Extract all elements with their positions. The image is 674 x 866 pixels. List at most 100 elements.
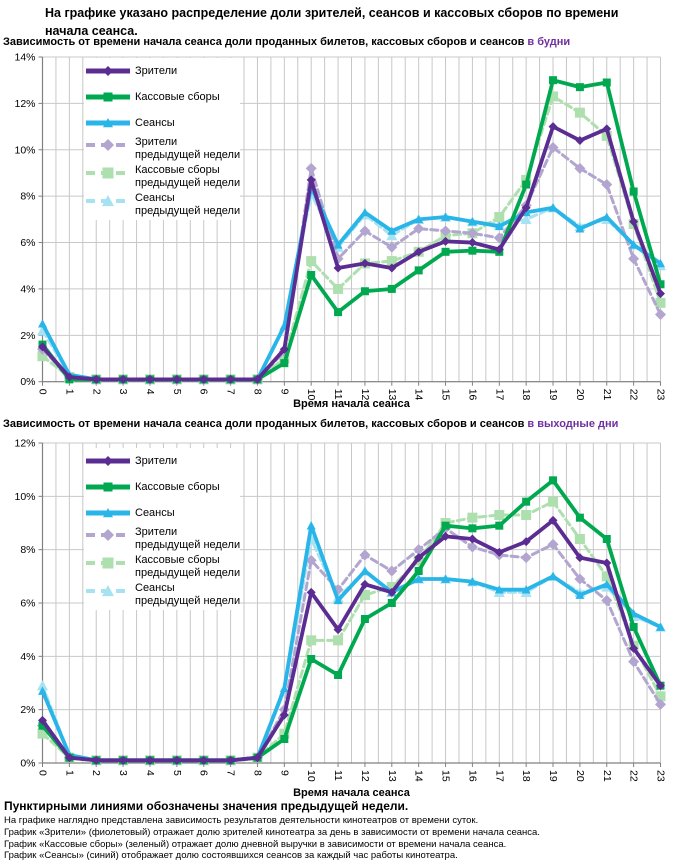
svg-text:3: 3 <box>117 389 129 395</box>
svg-text:10: 10 <box>305 770 317 782</box>
svg-text:11: 11 <box>332 389 344 400</box>
chart1-subtitle-accent: в будни <box>527 36 571 48</box>
svg-text:19: 19 <box>547 770 559 782</box>
legend-item-sessions_prev: Сеансы предыдущей недели <box>84 582 241 610</box>
svg-text:21: 21 <box>601 770 613 782</box>
svg-text:17: 17 <box>493 389 505 401</box>
chart2-subtitle-accent: в выходные дни <box>527 418 619 430</box>
svg-text:4%: 4% <box>20 651 35 663</box>
svg-text:8: 8 <box>251 770 263 776</box>
footnote-heading: Пунктирными линиями обозначены значения … <box>4 799 409 813</box>
svg-text:13: 13 <box>386 770 398 782</box>
svg-text:1: 1 <box>63 770 75 776</box>
legend-item-boxoffice_prev: Кассовые сборы предыдущей недели <box>84 164 241 192</box>
svg-text:17: 17 <box>493 770 505 782</box>
svg-text:15: 15 <box>440 389 452 401</box>
svg-text:8%: 8% <box>20 544 35 556</box>
legend-label: Зрители предыдущей недели <box>135 526 241 552</box>
legend-marker-diamond-icon <box>86 529 130 541</box>
svg-text:5: 5 <box>171 389 183 395</box>
legend-item-viewers: Зрители <box>84 448 241 474</box>
svg-text:8: 8 <box>251 389 263 395</box>
svg-text:0: 0 <box>37 389 49 395</box>
svg-text:12%: 12% <box>14 438 35 450</box>
legend-item-sessions: Сеансы <box>84 500 241 526</box>
x-axis-labels: 0 1 2 3 4 5 6 7 8 9 10 11 12 13 14 15 16 17 18 19 20 21 22 23 <box>37 381 667 401</box>
gridlines <box>38 442 661 764</box>
legend-label: Сеансы <box>135 506 175 520</box>
svg-text:10: 10 <box>305 389 317 401</box>
svg-text:22: 22 <box>628 770 640 782</box>
svg-text:8%: 8% <box>20 191 35 203</box>
svg-text:0: 0 <box>37 770 49 776</box>
svg-text:16: 16 <box>466 389 478 401</box>
svg-text:4: 4 <box>144 389 156 395</box>
legend-item-sessions: Сеансы <box>84 110 241 136</box>
svg-text:20: 20 <box>574 770 586 782</box>
page-title: На графике указано распределение доли зр… <box>45 6 619 39</box>
legend-marker-triangle-icon <box>86 195 130 207</box>
svg-text:2%: 2% <box>20 330 35 342</box>
weekend-chart: 0%2%4%6%8%10%12%0 1 2 3 4 5 6 7 8 9 10 11 12 13 14 15 16… <box>14 438 666 800</box>
legend-label: Кассовые сборы <box>135 480 220 494</box>
svg-text:12: 12 <box>359 389 371 401</box>
svg-text:6%: 6% <box>20 237 35 249</box>
x-axis-title: Время начала сеанса <box>293 787 411 799</box>
series-viewers <box>38 122 665 384</box>
svg-text:7: 7 <box>225 770 237 776</box>
legend-label: Сеансы предыдущей недели <box>135 192 241 218</box>
legend-item-sessions_prev: Сеансы предыдущей недели <box>84 192 241 220</box>
svg-text:14: 14 <box>413 389 425 401</box>
legend-item-viewers_prev: Зрители предыдущей недели <box>84 526 241 554</box>
footnote-line: График «Кассовые сборы» (зеленый) отража… <box>4 838 507 850</box>
svg-text:14%: 14% <box>14 52 35 64</box>
legend-marker-square-icon <box>86 557 130 569</box>
svg-text:14: 14 <box>413 770 425 782</box>
legend-item-boxoffice: Кассовые сборы <box>84 84 241 110</box>
legend-item-boxoffice_prev: Кассовые сборы предыдущей недели <box>84 554 241 582</box>
footnote-line: На графике наглядно представлена зависим… <box>4 815 479 826</box>
footnote-line: График «Сеансы» (синий) отображает долю … <box>4 850 458 862</box>
svg-text:1: 1 <box>63 389 75 395</box>
footnote-line: График «Зрители» (фиолетовый) отражает д… <box>4 826 540 838</box>
svg-text:11: 11 <box>332 770 344 781</box>
svg-text:2%: 2% <box>20 704 35 716</box>
svg-text:6%: 6% <box>20 598 35 610</box>
legend-marker-diamond-icon <box>86 139 130 151</box>
svg-text:4: 4 <box>144 770 156 776</box>
svg-text:15: 15 <box>440 770 452 782</box>
svg-text:3: 3 <box>117 770 129 776</box>
legend-item-boxoffice: Кассовые сборы <box>84 474 241 500</box>
svg-text:10%: 10% <box>14 491 35 503</box>
legend-item-viewers: Зрители <box>84 58 241 84</box>
chart1-subtitle-text: Зависимость от времени начала сеанса дол… <box>3 36 525 48</box>
svg-text:18: 18 <box>520 389 532 401</box>
svg-text:10%: 10% <box>14 144 35 156</box>
chart2-subtitle-text: Зависимость от времени начала сеанса дол… <box>3 418 525 430</box>
weekend-chart-legend: Зрители Кассовые сборы Сеансы Зрители предыд… <box>84 448 241 610</box>
legend-label: Зрители <box>135 64 178 78</box>
svg-text:2: 2 <box>90 389 102 395</box>
svg-text:6: 6 <box>198 770 210 776</box>
svg-text:0%: 0% <box>20 376 35 388</box>
svg-text:4%: 4% <box>20 283 35 295</box>
svg-text:0%: 0% <box>20 758 35 770</box>
svg-text:23: 23 <box>655 389 667 401</box>
svg-text:16: 16 <box>466 770 478 782</box>
svg-text:18: 18 <box>520 770 532 782</box>
svg-text:9: 9 <box>278 770 290 776</box>
legend-marker-square-icon <box>86 167 130 179</box>
legend-label: Сеансы <box>135 116 175 130</box>
svg-text:12: 12 <box>359 770 371 782</box>
svg-text:7: 7 <box>225 389 237 395</box>
legend-label: Сеансы предыдущей недели <box>135 582 241 608</box>
legend-label: Кассовые сборы предыдущей недели <box>135 164 241 190</box>
svg-text:2: 2 <box>90 770 102 776</box>
legend-marker-square-icon <box>86 92 130 102</box>
svg-text:9: 9 <box>278 389 290 395</box>
legend-marker-diamond-icon <box>86 456 130 466</box>
legend-item-viewers_prev: Зрители предыдущей недели <box>84 136 241 164</box>
footnotes: Пунктирными линиями обозначены значения … <box>4 799 670 862</box>
series-viewers <box>38 515 665 765</box>
